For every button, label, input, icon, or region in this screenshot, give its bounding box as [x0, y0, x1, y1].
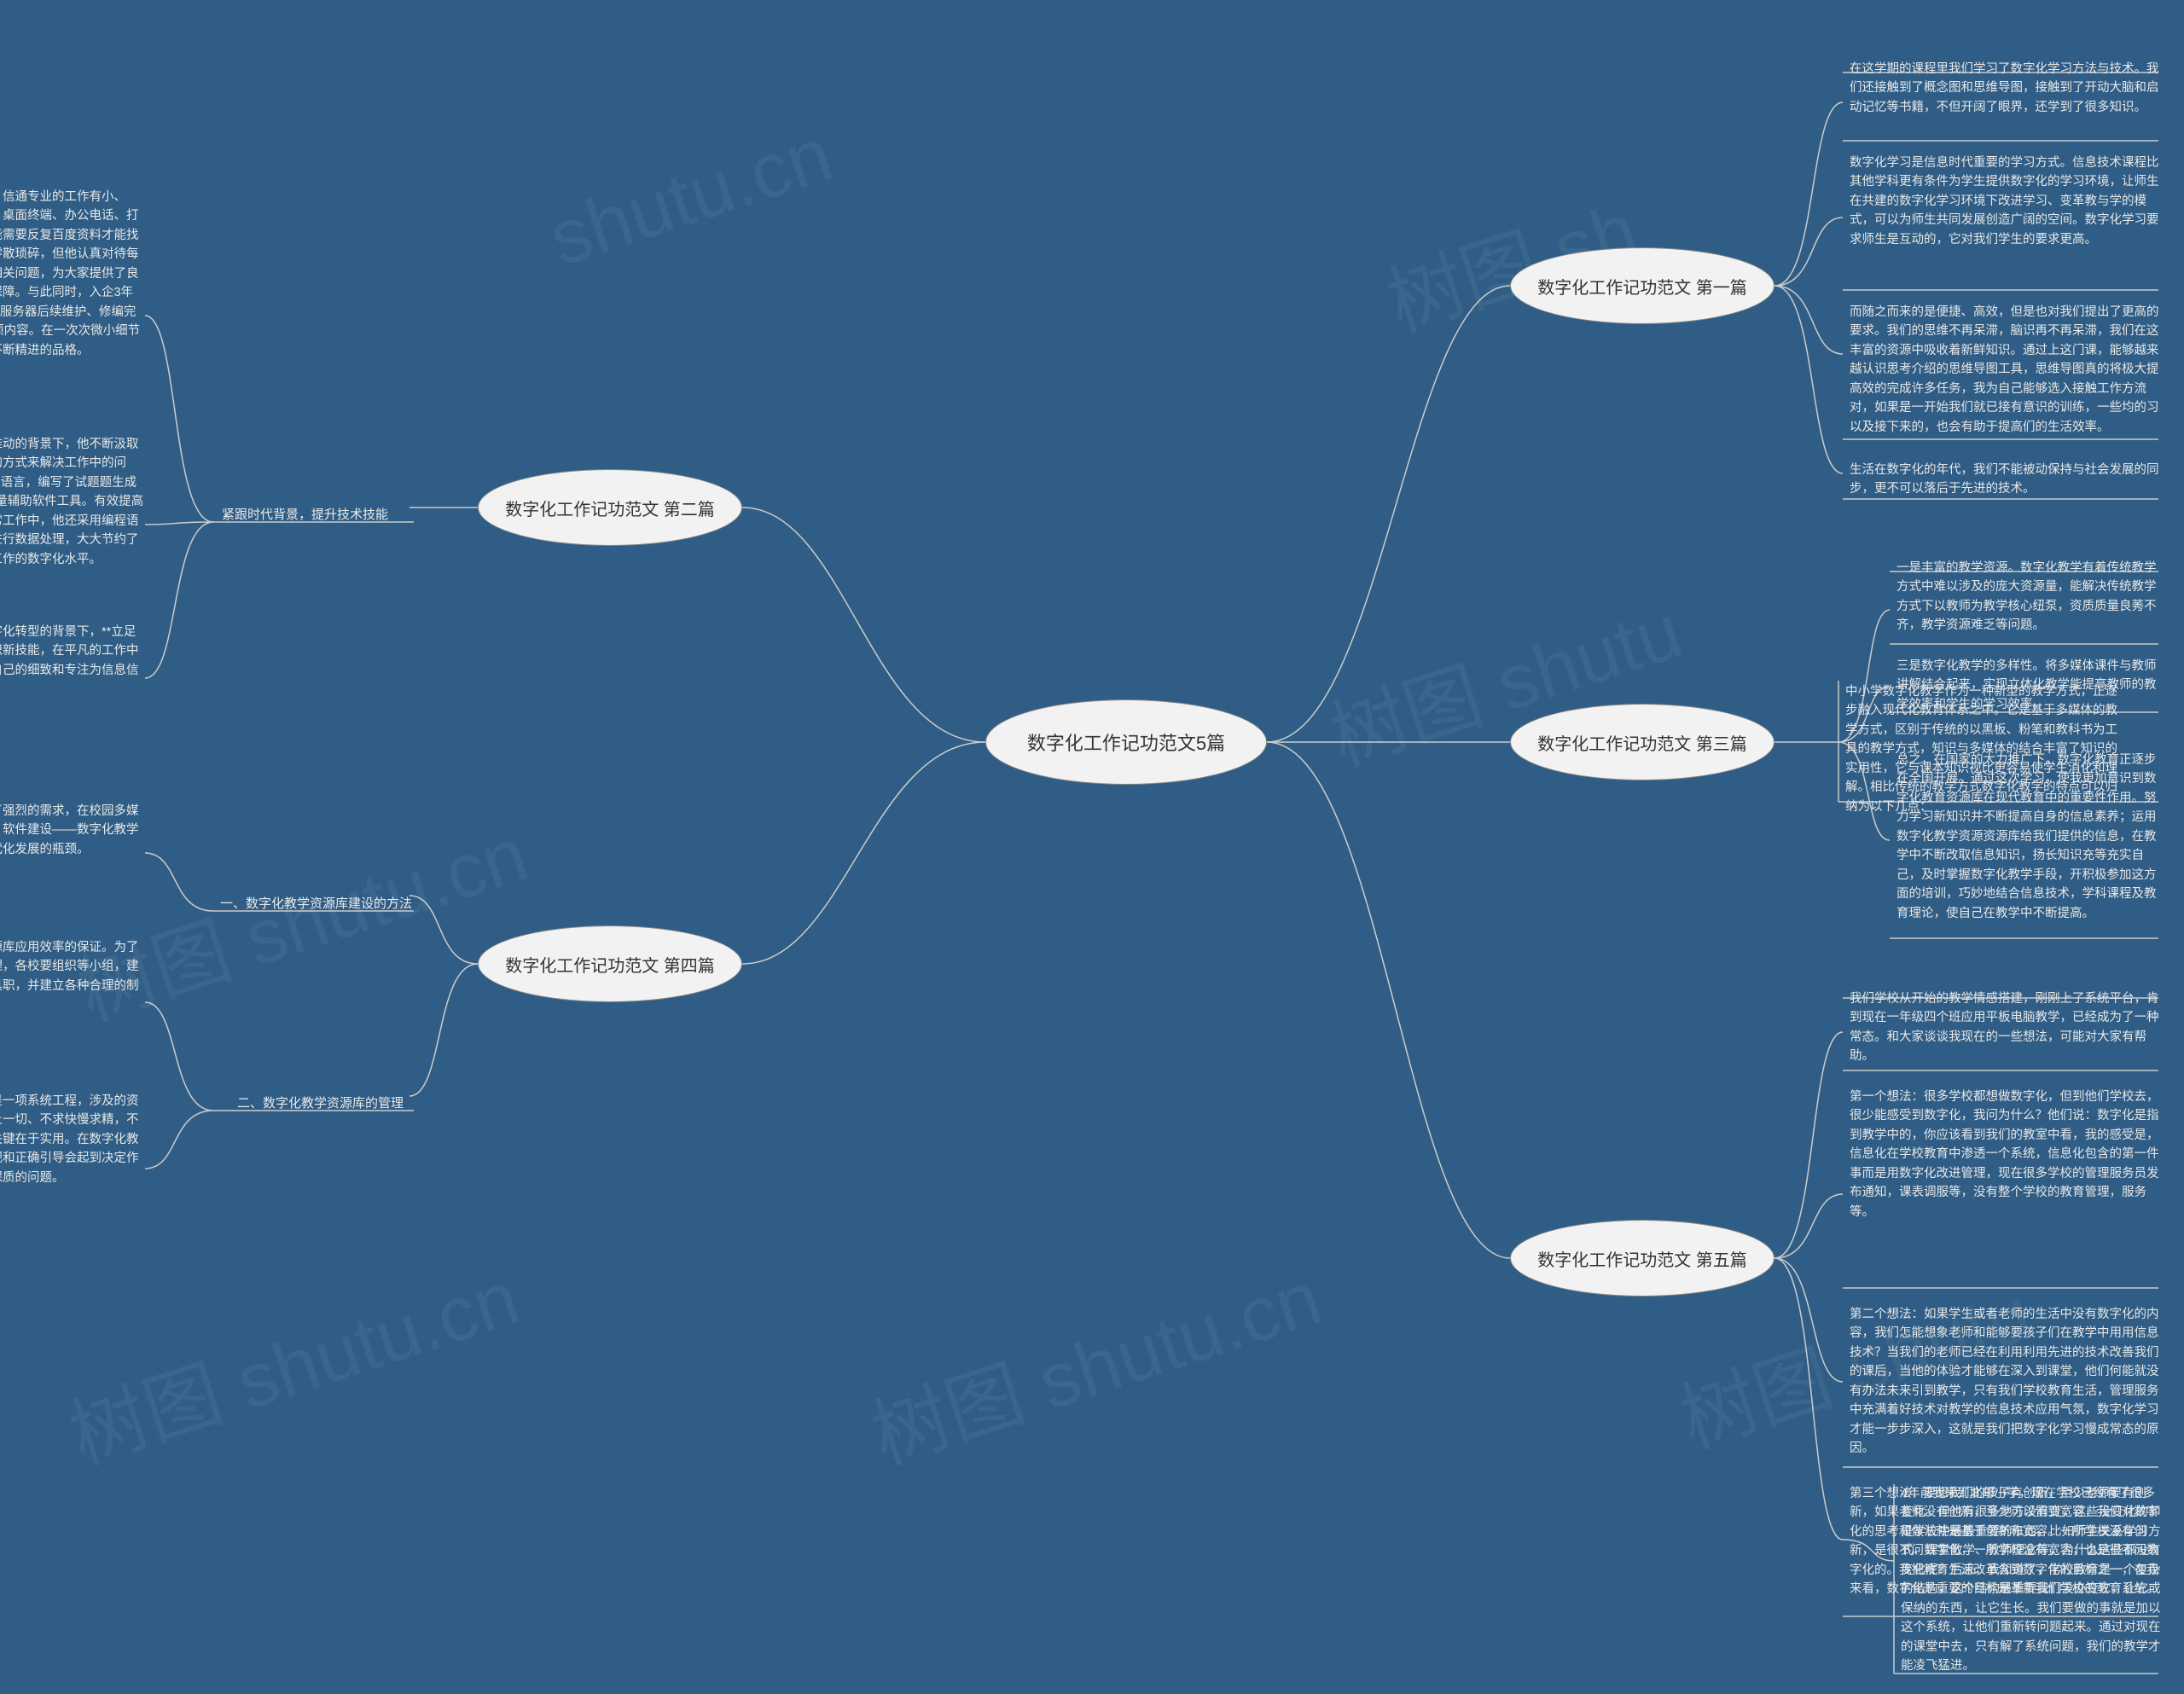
leaf-para: 第二个想法：如果学生或者老师的生活中没有数字化的内容，我们怎能想象老师和能够要孩…	[1850, 1305, 2165, 1459]
watermark: shutu.cn	[539, 111, 842, 284]
leaf-para: 科学管理是提高数字化教学资源库应用效率的保证。为了有效地进行资源库的建设和管理，…	[0, 938, 145, 1015]
sub-label: 紧跟时代背景，提升技术技能	[222, 505, 388, 523]
watermark: 树图 shutu.cn	[856, 1236, 1333, 1485]
leaf-para: 相对其他非常专业的工作而言，信通专业的工作有小、杂、细几个特点，笔记本电脑、桌面…	[0, 188, 145, 360]
leaf-para: 在这学期的课程里我们学习了数字化学习方法与技术。我们还接触到了概念图和思维导图，…	[1850, 60, 2165, 117]
leaf-para: 4年前我来到北邮小学，现在学校已经有了很多变化。但也有很多地方没有变，这些没变化…	[1901, 1484, 2161, 1676]
root-node[interactable]: 数字化工作记功范文5篇	[985, 699, 1267, 785]
sub-label: 二、数字化教学资源库的管理	[237, 1094, 404, 1111]
topic-label: 数字化工作记功范文 第一篇	[1537, 274, 1747, 299]
leaf-para: 总之，在国家的大力推广下，数字化教育正逐步在全国开展。通过这次学习，使我更加意识…	[1896, 751, 2161, 923]
topic-label: 数字化工作记功范文 第二篇	[505, 496, 715, 520]
leaf-para: 我们学校从开始的教学情感搭建，刚刚上了系统平台，肯到现在一年级四个班应用平板电脑…	[1850, 989, 2165, 1066]
topic-node-3[interactable]: 数字化工作记功范文 第三篇	[1510, 704, 1774, 780]
leaf-para: 第一个想法：很多学校都想做数字化，但到他们学校去，很少能感受到数字化，我问为什么…	[1850, 1088, 2165, 1221]
leaf-para: 三是数字化教学的多样性。将多媒体课件与教师讲解结合起来，实现立体化教学能提高教师…	[1896, 657, 2161, 714]
leaf-para: 路虽远，行则将至。在公司数字化转型的背景下，**立足于自己的岗位，不断拓展新知识…	[0, 623, 145, 699]
topic-node-2[interactable]: 数字化工作记功范文 第二篇	[478, 469, 742, 546]
topic-label: 数字化工作记功范文 第五篇	[1537, 1246, 1747, 1271]
topic-node-5[interactable]: 数字化工作记功范文 第五篇	[1510, 1220, 1774, 1297]
topic-node-4[interactable]: 数字化工作记功范文 第四篇	[478, 925, 742, 1002]
topic-label: 数字化工作记功范文 第三篇	[1537, 730, 1747, 755]
leaf-para: 数字化教学资源库建设与管理是一项系统工程，涉及的资源门类繁多，我们不能求一站上一…	[0, 1092, 145, 1187]
watermark: 树图 shutu.cn	[54, 1236, 531, 1485]
leaf-para: 生活在数字化的年代，我们不能被动保持与社会发展的同步，更不可以落后于先进的技术。	[1850, 461, 2165, 499]
leaf-para: 而随之而来的是便捷、高效，但是也对我们提出了更高的要求。我们的思维不再呆滞，脑识…	[1850, 303, 2165, 437]
leaf-para: 在公司对数字化转型工作着力推动的背景下，他不断汲取新的知识，尝试采用更数字化的方…	[0, 435, 145, 569]
leaf-para: 新一轮课改对教育现代化提出了强烈的需求，在校园多媒体硬件建设迅速发展的前提下，软…	[0, 802, 145, 859]
root-label: 数字化工作记功范文5篇	[1027, 728, 1225, 756]
sub-label: 一、数字化教学资源库建设的方法	[220, 894, 412, 912]
topic-node-1[interactable]: 数字化工作记功范文 第一篇	[1510, 247, 1774, 324]
leaf-para: 数字化学习是信息时代重要的学习方式。信息技术课程比其他学科更有条件为学生提供数字…	[1850, 154, 2165, 249]
leaf-para: 一是丰富的教学资源。数字化教学有着传统教学方式中难以涉及的庞大资源量，能解决传统…	[1896, 559, 2161, 635]
topic-label: 数字化工作记功范文 第四篇	[505, 952, 715, 977]
